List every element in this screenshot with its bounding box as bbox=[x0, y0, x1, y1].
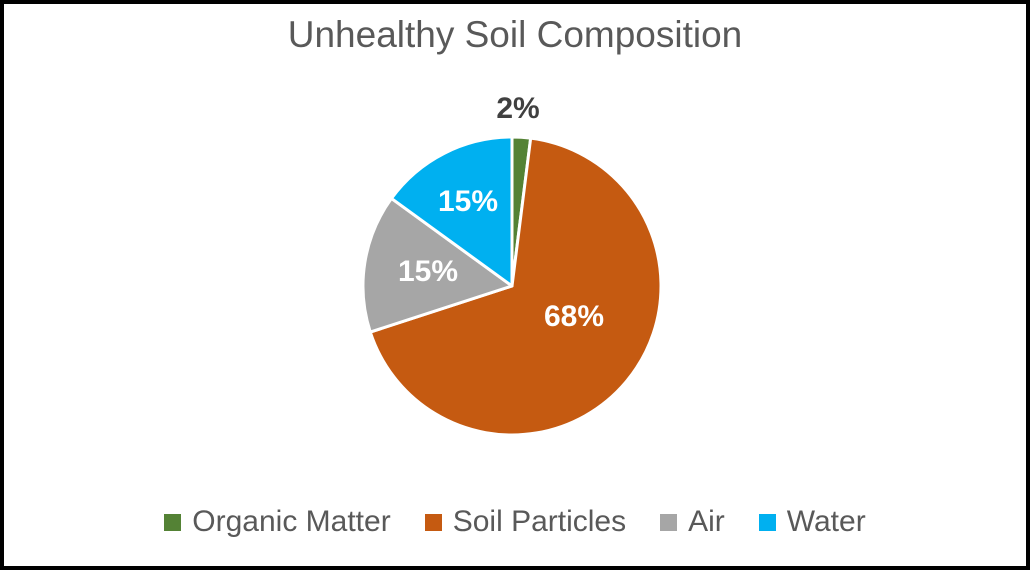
chart-title: Unhealthy Soil Composition bbox=[287, 14, 743, 55]
legend-item-soil-particles: Soil Particles bbox=[424, 505, 627, 539]
legend-item-water: Water bbox=[758, 505, 866, 539]
legend-swatch-soil-particles bbox=[424, 513, 442, 531]
legend-item-organic-matter: Organic Matter bbox=[164, 505, 391, 539]
legend-label-organic-matter: Organic Matter bbox=[192, 505, 391, 538]
data-label-water: 15% bbox=[437, 185, 499, 218]
pie-slice-soil-particles bbox=[368, 136, 663, 437]
legend-swatch-water bbox=[758, 513, 776, 531]
data-label-organic-matter: 2% bbox=[496, 92, 540, 125]
legend-label-air: Air bbox=[688, 505, 725, 538]
pie-chart bbox=[361, 135, 663, 437]
data-label-soil-particles: 68% bbox=[543, 300, 605, 333]
chart-canvas: Unhealthy Soil Composition 2% 68% 15% 15% O… bbox=[4, 4, 1026, 566]
legend-label-soil-particles: Soil Particles bbox=[452, 505, 627, 538]
legend-swatch-organic-matter bbox=[164, 513, 182, 531]
pie-slice-air bbox=[361, 196, 514, 334]
legend-swatch-air bbox=[660, 513, 678, 531]
legend-label-water: Water bbox=[786, 505, 866, 538]
data-label-air: 15% bbox=[397, 255, 459, 288]
pie-slice-water bbox=[389, 135, 514, 288]
legend-item-air: Air bbox=[660, 505, 725, 539]
legend: Organic Matter Soil Particles Air Water bbox=[4, 505, 1026, 539]
